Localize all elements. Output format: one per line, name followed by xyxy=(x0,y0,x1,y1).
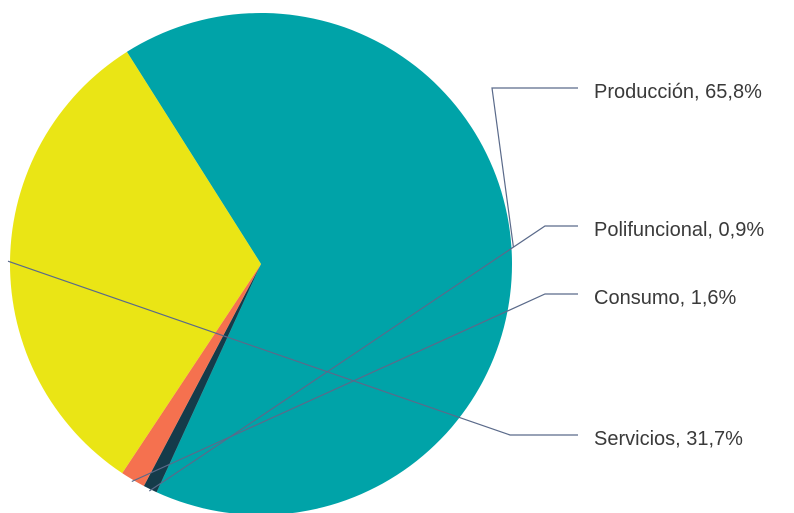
slice-label-consumo: Consumo, 1,6% xyxy=(594,287,737,309)
pie-slice-servicios xyxy=(10,51,262,474)
pie-slice-polifuncional xyxy=(143,264,261,493)
leader-lines xyxy=(7,87,578,492)
leader-line-servicios xyxy=(7,260,578,436)
slice-label-polifuncional: Polifuncional, 0,9% xyxy=(594,219,764,241)
pie-slices xyxy=(10,13,512,513)
leader-line-consumo xyxy=(131,293,578,483)
slice-label-produccion: Producción, 65,8% xyxy=(594,81,762,103)
pie-slice-consumo xyxy=(122,264,261,486)
pie-slice-produccion xyxy=(126,13,512,513)
leader-line-produccion xyxy=(491,87,578,248)
leader-line-polifuncional xyxy=(148,225,578,492)
slice-label-servicios: Servicios, 31,7% xyxy=(594,428,743,450)
